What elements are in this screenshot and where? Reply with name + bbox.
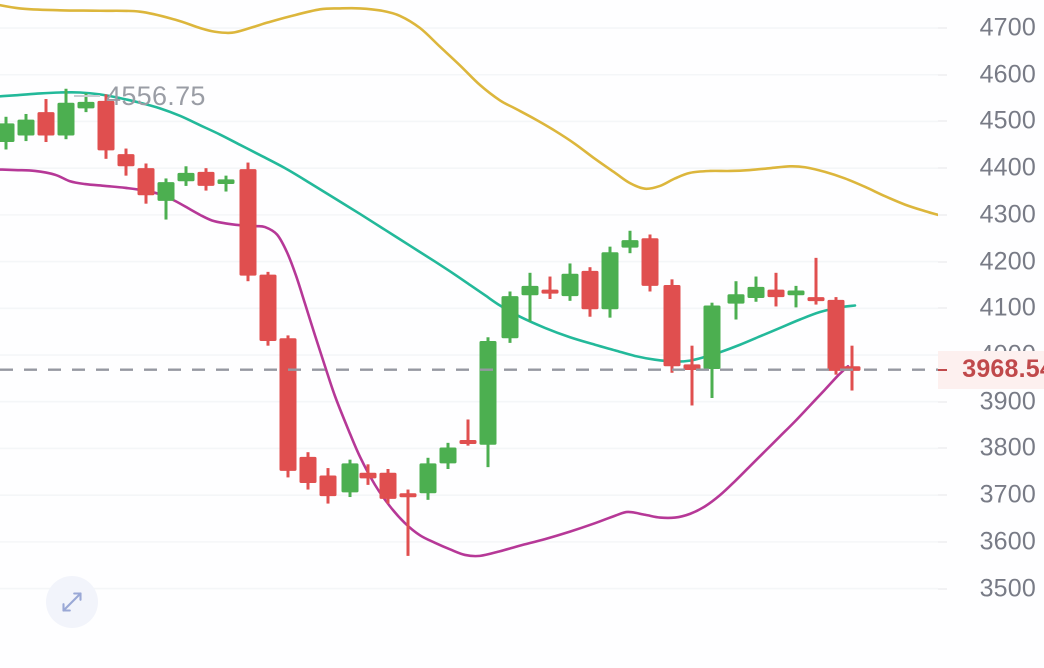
axis-tick-label: 4500 bbox=[979, 106, 1036, 135]
axis-tick-mark bbox=[938, 214, 947, 216]
axis-tick-mark bbox=[938, 74, 947, 76]
axis-tick-mark bbox=[938, 541, 947, 543]
candle bbox=[359, 464, 377, 485]
candle bbox=[767, 272, 785, 307]
candle bbox=[581, 267, 599, 317]
axis-tick-label: 3500 bbox=[979, 574, 1036, 603]
candle bbox=[787, 285, 805, 308]
axis-tick-mark bbox=[938, 447, 947, 449]
axis-tick-label: 4600 bbox=[979, 60, 1036, 89]
candle bbox=[299, 452, 317, 490]
candle bbox=[727, 281, 745, 320]
candle bbox=[157, 178, 175, 220]
candle bbox=[0, 116, 15, 150]
candle bbox=[77, 93, 95, 113]
candle bbox=[621, 230, 639, 254]
candle bbox=[479, 337, 497, 468]
candle bbox=[259, 271, 277, 346]
candle bbox=[641, 234, 659, 292]
candle bbox=[807, 257, 825, 305]
indicator-line-mid-band bbox=[0, 91, 857, 363]
candle bbox=[501, 291, 519, 343]
candle bbox=[843, 345, 861, 391]
candle bbox=[279, 335, 297, 478]
axis-tick-mark bbox=[938, 588, 947, 590]
indicator-line-lower-band bbox=[0, 168, 850, 558]
candle bbox=[541, 276, 559, 299]
candle bbox=[137, 163, 155, 204]
fullscreen-button[interactable] bbox=[46, 576, 98, 628]
axis-tick-label: 4400 bbox=[979, 153, 1036, 182]
candle bbox=[37, 99, 55, 143]
candle bbox=[97, 94, 115, 159]
candle bbox=[663, 279, 681, 373]
current-price-tag[interactable]: 3968.54 bbox=[938, 350, 1044, 389]
axis-tick-label: 4200 bbox=[979, 247, 1036, 276]
candle bbox=[177, 166, 195, 186]
current-price-value: 3968.54 bbox=[962, 355, 1044, 384]
candle bbox=[57, 88, 75, 140]
axis-tick-label: 3600 bbox=[979, 527, 1036, 556]
candle bbox=[379, 469, 397, 504]
axis-tick-mark bbox=[938, 261, 947, 263]
candle bbox=[439, 442, 457, 470]
axis-tick-label: 4700 bbox=[979, 13, 1036, 42]
candlestick-chart bbox=[0, 3, 938, 558]
candle bbox=[459, 419, 477, 446]
candle bbox=[341, 459, 359, 498]
axis-tick-label: 3700 bbox=[979, 480, 1036, 509]
candle bbox=[419, 457, 437, 500]
axis-tick-mark bbox=[938, 401, 947, 403]
candle-series bbox=[0, 88, 861, 556]
candle bbox=[17, 113, 35, 142]
axis-tick-mark bbox=[938, 307, 947, 309]
price-axis[interactable]: 4700460045004400430042004100400039003800… bbox=[938, 0, 1044, 668]
axis-tick-label: 3900 bbox=[979, 387, 1036, 416]
axis-tick-label: 4300 bbox=[979, 200, 1036, 229]
candle bbox=[319, 468, 337, 504]
candle bbox=[561, 263, 579, 301]
candle bbox=[521, 272, 539, 322]
indicator-lines bbox=[0, 3, 938, 558]
axis-tick-mark bbox=[938, 494, 947, 496]
candle bbox=[217, 175, 235, 192]
indicator-line-upper-band bbox=[0, 3, 938, 217]
current-price-tick-mark bbox=[938, 368, 947, 371]
expand-arrows-icon bbox=[62, 592, 82, 612]
axis-tick-mark bbox=[938, 120, 947, 122]
candle bbox=[601, 246, 619, 318]
candle bbox=[197, 168, 215, 191]
axis-tick-label: 4100 bbox=[979, 293, 1036, 322]
chart-plot-area[interactable] bbox=[0, 0, 938, 668]
candle bbox=[827, 297, 845, 375]
axis-tick-mark bbox=[938, 27, 947, 29]
candle bbox=[703, 302, 721, 398]
axis-tick-label: 3800 bbox=[979, 433, 1036, 462]
candle bbox=[239, 162, 257, 282]
candle bbox=[747, 276, 765, 302]
candle bbox=[399, 489, 417, 556]
candle bbox=[117, 148, 135, 176]
axis-tick-mark bbox=[938, 167, 947, 169]
